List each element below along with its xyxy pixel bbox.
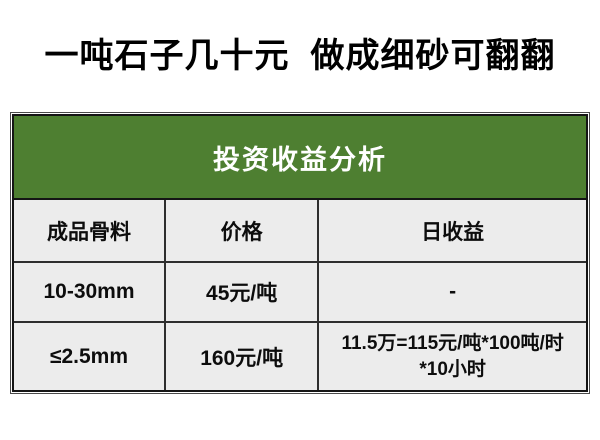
table-banner-heading: 投资收益分析 [14, 116, 586, 200]
table-inner-border: 投资收益分析 成品骨料 价格 日收益 10-30mm 45元/吨 - ≤2.5m… [12, 114, 588, 392]
table-row: ≤2.5mm 160元/吨 11.5万=115元/吨*100吨/时 *10小时 [14, 321, 586, 390]
cell-daily-income: - [317, 261, 586, 323]
column-header-price: 价格 [163, 200, 320, 263]
cell-daily-income: 11.5万=115元/吨*100吨/时 *10小时 [317, 321, 586, 390]
column-header-daily-income: 日收益 [317, 200, 586, 263]
table-row: 10-30mm 45元/吨 - [14, 261, 586, 323]
header-row: 成品骨料 价格 日收益 [14, 200, 586, 263]
cell-price: 160元/吨 [163, 321, 320, 390]
column-header-aggregate: 成品骨料 [14, 200, 166, 263]
cell-aggregate: 10-30mm [14, 261, 166, 323]
investment-analysis-table: 投资收益分析 成品骨料 价格 日收益 10-30mm 45元/吨 - ≤2.5m… [10, 112, 590, 394]
data-grid: 成品骨料 价格 日收益 10-30mm 45元/吨 - ≤2.5mm 160元/… [14, 200, 586, 390]
cell-price: 45元/吨 [163, 261, 320, 323]
cell-aggregate: ≤2.5mm [14, 321, 166, 390]
page-title: 一吨石子几十元 做成细砂可翻翻 [44, 37, 556, 75]
